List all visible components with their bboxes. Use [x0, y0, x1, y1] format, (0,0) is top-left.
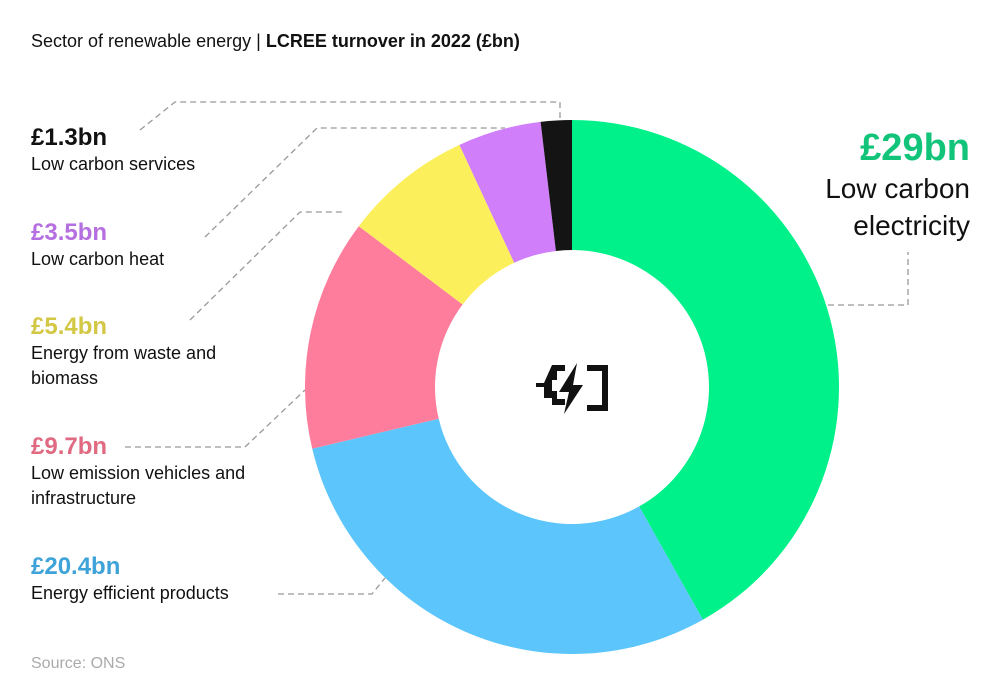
value-label: £5.4bn	[31, 313, 108, 340]
leader-line	[204, 127, 505, 238]
label-low-carbon-electricity: £29bn Low carbon electricity	[780, 126, 970, 244]
label-low-carbon-services: £1.3bn Low carbon services	[31, 124, 195, 177]
title-prefix: Sector of renewable energy |	[31, 31, 261, 51]
category-label: Low emission vehicles and infrastructure	[31, 463, 246, 508]
slice-energy-from-waste-and-biomass	[358, 144, 515, 305]
leader-line	[125, 389, 306, 448]
leader-line	[139, 101, 561, 131]
slice-energy-efficient-products	[312, 418, 703, 654]
slice-low-carbon-services	[540, 120, 572, 251]
value-label: £29bn	[860, 127, 970, 169]
category-label: Energy from waste and biomass	[31, 343, 217, 388]
value-label: £20.4bn	[31, 553, 121, 580]
category-label: Low carbon electricity	[825, 173, 970, 241]
label-energy-from-waste: £5.4bn Energy from waste and biomass	[31, 313, 231, 391]
slice-low-carbon-heat	[459, 121, 556, 263]
title-main: LCREE turnover in 2022 (£bn)	[265, 31, 520, 51]
category-label: Energy efficient products	[31, 583, 229, 603]
value-label: £9.7bn	[31, 433, 108, 460]
label-low-carbon-heat: £3.5bn Low carbon heat	[31, 219, 164, 272]
battery-charging-icon	[536, 363, 608, 414]
slice-low-emission-vehicles-and-infrastructure	[305, 226, 463, 449]
source-note: Source: ONS	[31, 655, 126, 672]
leader-line	[278, 577, 386, 595]
leader-line	[189, 211, 345, 321]
value-label: £1.3bn	[31, 124, 108, 151]
label-energy-efficient-products: £20.4bn Energy efficient products	[31, 553, 229, 606]
category-label: Low carbon heat	[31, 249, 165, 269]
slice-low-carbon-electricity	[572, 120, 839, 620]
chart-title: Sector of renewable energy | LCREE turno…	[31, 31, 520, 52]
label-low-emission-vehicles: £9.7bn Low emission vehicles and infrast…	[31, 433, 261, 511]
leader-line	[828, 252, 909, 306]
value-label: £3.5bn	[31, 219, 108, 246]
category-label: Low carbon services	[31, 154, 196, 174]
